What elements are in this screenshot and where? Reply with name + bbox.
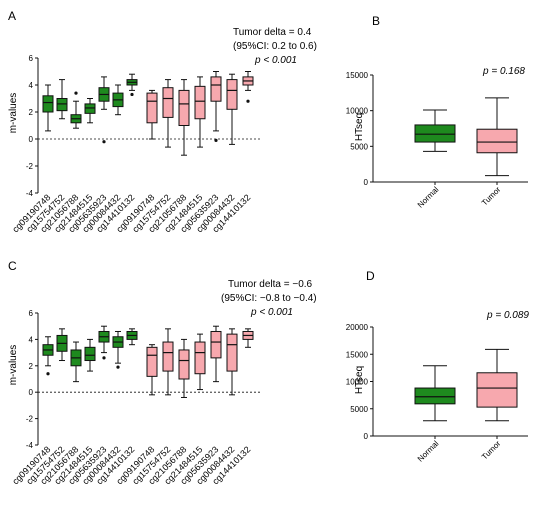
y-tick-label-c: 0 [29,388,34,397]
y-tick-label-a: 6 [29,54,34,63]
y-tick-label-d: 20000 [346,323,369,332]
box-b-0 [414,124,456,143]
outlier-point-a-6 [130,92,134,97]
y-axis-label-d: HTseq [354,366,365,394]
box-a-1 [56,98,68,112]
annotation-d-p: p = 0.089 [486,310,529,321]
y-tick-label-d: 10000 [346,378,369,387]
outlier-point-c-4 [102,356,106,360]
x-category-label-b: Normal [416,185,441,210]
annotation-c-ci: (95%CI: −0.8 to −0.4) [221,293,317,304]
y-tick-label-c: 6 [29,309,34,318]
y-tick-label-b: 10000 [346,107,369,116]
box-b-1 [476,128,518,154]
annotation-a-delta: Tumor delta = 0.4 [233,27,312,38]
box-a-10 [194,85,206,120]
y-tick-label-a: -4 [26,189,34,198]
panel-letter-a: A [8,9,16,23]
box-c-9 [178,349,190,380]
box-c-7 [146,346,158,377]
panel-letter-b: B [372,14,380,28]
y-tick-label-a: 4 [29,81,34,90]
box-c-8 [162,341,174,372]
box-d-0 [414,387,456,405]
outlier-point-c-0 [46,372,50,376]
box-a-8 [162,87,174,118]
outlier-point-a-13 [246,99,250,103]
box-a-3 [84,103,96,114]
box-c-3 [84,346,96,362]
box-c-12 [226,333,238,372]
y-tick-label-d: 0 [364,432,369,441]
y-tick-label-b: 0 [364,178,369,187]
outlier-point-a-11 [214,138,218,142]
box-c-10 [194,341,206,375]
x-category-label-d: Normal [416,439,441,464]
outlier-point-a-2 [74,91,78,95]
panel-letter-c: C [8,259,17,273]
box-a-9 [178,89,190,126]
outlier-point-c-5 [116,365,120,369]
box-a-12 [226,79,238,110]
annotation-a-p: p < 0.001 [254,55,297,66]
annotation-c-delta: Tumor delta = −0.6 [228,279,313,290]
panel-letter-d: D [366,269,375,283]
y-tick-label-b: 5000 [350,142,368,151]
y-tick-label-c: -2 [26,415,34,424]
y-axis-label-b: HTseq [354,113,365,141]
box-a-11 [210,76,222,102]
x-category-label-d: Tumor [480,439,503,462]
y-tick-label-d: 15000 [346,350,369,359]
box-a-0 [42,95,54,113]
y-tick-label-c: 2 [29,362,34,371]
outlier-point-a-4 [102,140,106,144]
box-a-7 [146,92,158,124]
y-tick-label-a: 2 [29,108,34,117]
annotation-c-p: p < 0.001 [250,307,293,318]
x-category-label-b: Tumor [480,185,503,208]
box-c-11 [210,330,222,359]
y-tick-label-c: -4 [26,441,34,450]
chart-layer: -4-20246cg09190748cg15754752cg21056788cg… [10,54,528,486]
y-tick-label-c: 4 [29,335,34,344]
annotation-b-p: p = 0.168 [482,66,525,77]
y-axis-label-a: m-values [8,93,19,134]
annotation-a-ci: (95%CI: 0.2 to 0.6) [233,41,317,52]
y-tick-label-a: -2 [26,162,34,171]
y-tick-label-a: 0 [29,135,34,144]
box-d-1 [476,372,518,408]
y-tick-label-d: 5000 [350,405,368,414]
y-axis-label-c: m-values [8,345,19,386]
y-tick-label-b: 15000 [346,71,369,80]
